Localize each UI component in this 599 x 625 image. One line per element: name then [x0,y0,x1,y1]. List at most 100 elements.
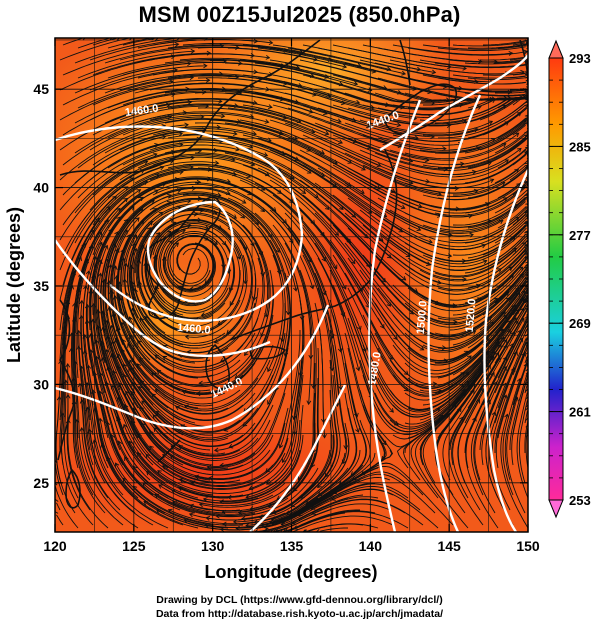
streamline [448,416,484,526]
streamline [494,218,527,244]
streamline [452,192,528,226]
streamline [86,256,97,376]
streamline [419,59,528,68]
streamline [449,117,527,151]
streamline [464,92,525,97]
streamline [227,419,301,498]
streamline-arrow [194,474,200,480]
streamline-arrow [245,522,250,528]
streamline-arrow [525,146,528,151]
streamline-arrow [525,292,528,295]
streamline-arrow [240,516,246,522]
streamline [120,258,166,364]
streamline [81,399,121,511]
streamline-arrow [138,385,143,391]
streamline [518,400,528,484]
tick-label-lon: 130 [201,538,225,554]
streamline [488,367,515,484]
streamline-arrow [524,166,528,171]
streamline-arrow [92,255,98,261]
streamline [287,167,384,242]
streamline [284,212,345,317]
streamline [404,204,518,228]
streamline [159,229,214,297]
streamline [175,359,271,415]
streamline-arrow [153,427,159,432]
streamline [495,352,526,469]
streamline-arrow [357,325,362,331]
streamline-arrow [114,275,120,280]
streamline [212,104,329,135]
streamline-arrow [99,340,105,346]
streamline-arrow [281,458,287,464]
colorbar-tick-label: 253 [569,493,591,508]
streamline-arrow [72,317,77,322]
streamline [116,417,199,499]
streamline-arrow [223,427,229,432]
colorbar-tick-label: 285 [569,139,591,154]
streamline [187,272,256,353]
streamline [119,155,235,181]
streamline-arrow [227,494,232,500]
streamline [59,80,173,121]
streamline [362,194,474,237]
streamline [92,52,211,76]
streamline [162,317,259,368]
streamline-arrow [525,404,528,408]
streamline-arrow [107,263,113,269]
streamline [209,149,319,198]
streamline-arrow [162,465,167,470]
streamline [497,346,528,439]
streamline-arrow [253,519,259,525]
streamline [465,356,507,469]
streamline-arrow [122,363,128,369]
streamline-arrow [524,273,528,278]
streamline-arrow [488,120,494,125]
streamline-arrow [271,509,277,515]
streamline [377,347,470,396]
streamline [362,374,444,435]
streamline-arrow [140,422,146,427]
streamline-arrow [221,509,227,515]
streamline [324,359,338,477]
streamline [512,294,527,316]
streamline [122,144,240,166]
streamline-arrow [117,396,122,402]
streamline [374,242,481,291]
streamline [419,118,528,153]
streamline [185,254,248,338]
streamline-arrow [382,440,387,446]
streamline [220,434,304,503]
streamline [374,272,474,328]
streamline [149,194,259,225]
streamline-arrow [235,525,240,531]
streamline [502,378,521,496]
streamline [74,133,183,184]
streamline-arrow [157,470,162,475]
streamline-arrow [475,398,481,404]
streamline [434,184,527,217]
streamline-arrow [528,76,532,80]
streamline [149,112,269,123]
streamline [77,160,174,229]
streamline [55,464,64,496]
streamline [434,238,527,278]
streamline-arrow [162,355,168,361]
streamline-arrow [525,71,528,77]
streamline-arrow [524,342,528,346]
credit-data: Data from http://database.rish.kyoto-u.a… [155,608,444,620]
streamline-arrow [139,317,145,323]
credits: Drawing by DCL (https://www.gfd-dennou.o… [0,593,599,621]
streamline [452,41,525,47]
streamline-arrow [304,529,308,532]
streamline [130,280,214,349]
streamline [329,239,398,340]
tick-label-lat: 30 [33,376,49,392]
streamline-arrow [516,377,522,383]
streamline [257,197,326,295]
axis-ticks [54,38,529,532]
streamline [133,227,166,334]
colorbar-bottom-arrow [548,499,564,519]
streamline-arrow [124,456,129,461]
streamline-arrow [525,215,528,220]
